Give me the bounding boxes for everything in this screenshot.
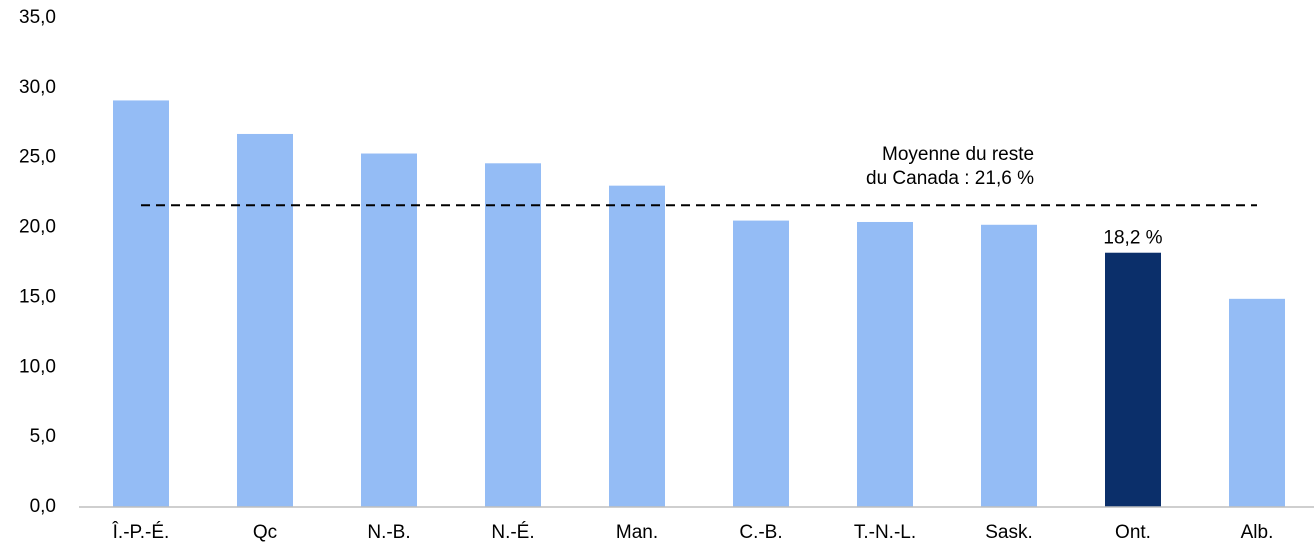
x-tick-label: N.-É. [491,522,534,543]
y-tick-label: 20,0 [19,217,56,238]
annotation: Moyenne du reste [882,144,1034,165]
y-tick-label: 30,0 [19,77,56,98]
y-tick-label: 5,0 [30,426,56,447]
x-tick-label: Sask. [985,522,1033,543]
bar [237,133,293,507]
bar [857,221,913,508]
y-tick-label: 10,0 [19,356,56,377]
bar [361,153,417,507]
y-tick-label: 35,0 [19,7,56,28]
bar [609,185,665,507]
x-tick-label: Ont. [1115,522,1151,543]
bar [485,163,541,507]
annotation: du Canada : 21,6 % [866,168,1034,189]
y-tick-label: 15,0 [19,286,56,307]
bar [1105,252,1161,507]
y-tick-label: 0,0 [30,496,56,517]
bar [113,100,169,507]
bar [981,224,1037,507]
x-tick-label: Alb. [1241,522,1274,543]
x-tick-label: Î.-P.-É. [112,521,170,543]
x-tick-label: C.-B. [739,522,782,543]
bar [1229,298,1285,507]
data-label: 18,2 % [1103,228,1162,249]
bar [733,220,789,508]
x-tick-label: T.-N.-L. [854,522,916,543]
x-tick-label: N.-B. [367,522,410,543]
x-tick-label: Man. [616,522,658,543]
x-tick-label: Qc [253,522,277,543]
y-tick-label: 25,0 [19,147,56,168]
